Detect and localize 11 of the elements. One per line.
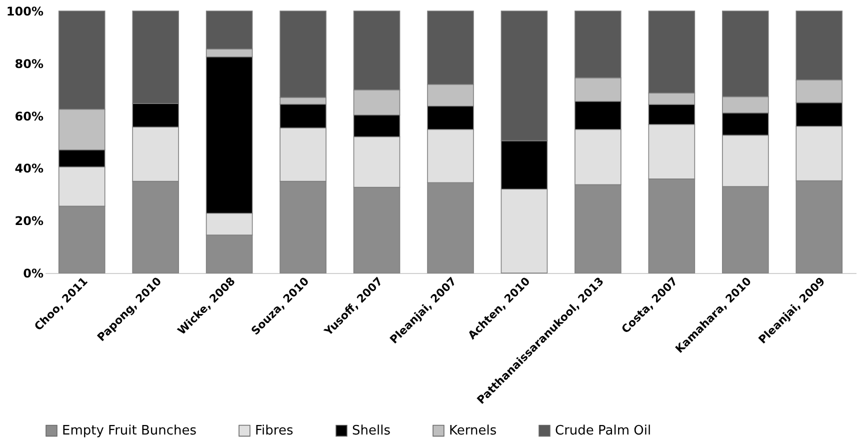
y-tick-label: 40% <box>14 162 44 176</box>
legend-label: Empty Fruit Bunches <box>62 424 197 439</box>
y-tick-label: 20% <box>14 214 44 228</box>
legend-label: Shells <box>352 424 391 439</box>
legend-label: Fibres <box>255 424 294 439</box>
y-tick-label: 60% <box>14 109 44 124</box>
legend-label: Crude Palm Oil <box>555 424 652 439</box>
y-tick-label: 0% <box>23 266 44 280</box>
y-tick-label: 80% <box>14 56 44 71</box>
y-tick-label: 100% <box>6 4 44 18</box>
legend-label: Kernels <box>449 424 497 439</box>
